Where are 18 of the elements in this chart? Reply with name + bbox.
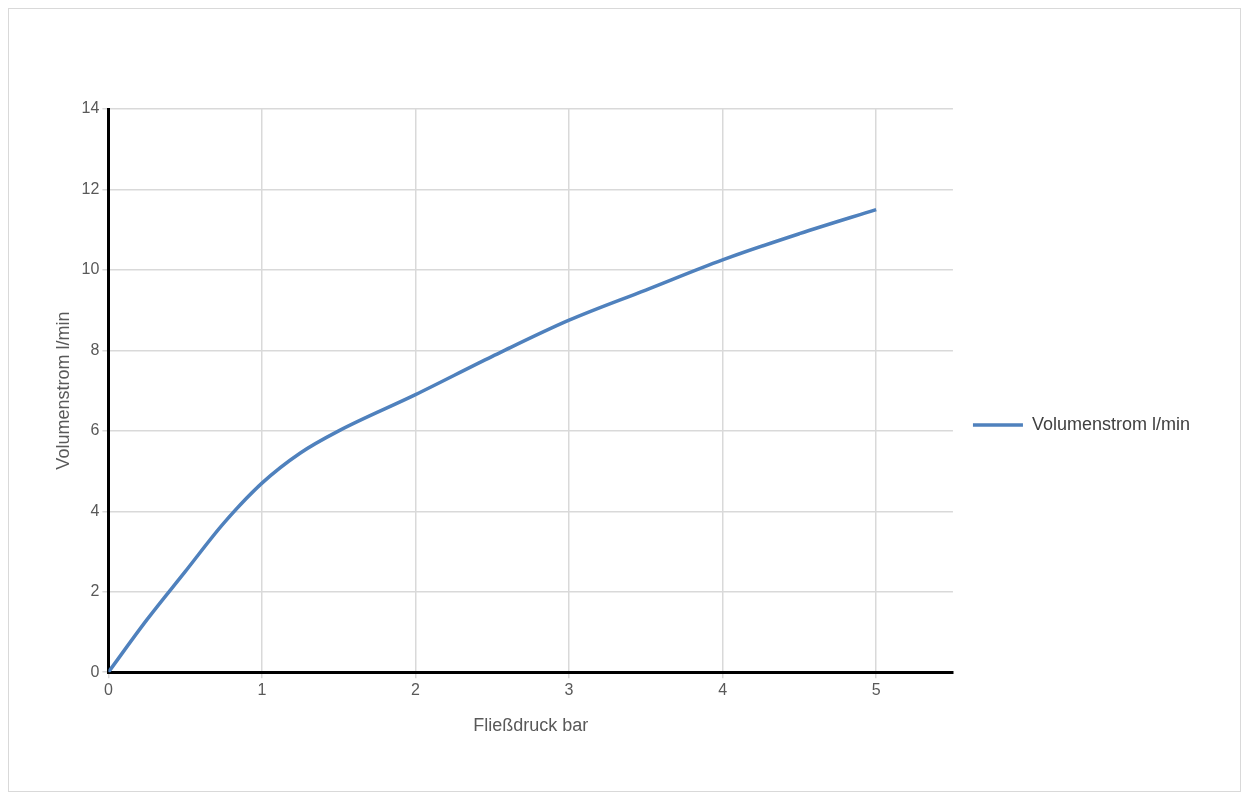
y-tick-label: 10 [81, 260, 100, 278]
x-tick-label: 5 [871, 681, 881, 699]
y-axis-title: Volumenstrom l/min [52, 311, 73, 470]
x-axis-title: Fließdruck bar [473, 715, 589, 736]
y-tick-label: 12 [81, 179, 100, 197]
y-tick-label: 8 [90, 340, 100, 358]
x-tick-label: 4 [718, 681, 728, 699]
y-tick-label: 14 [81, 99, 100, 117]
x-tick-label: 3 [564, 681, 574, 699]
x-tick-label: 2 [411, 681, 421, 699]
y-tick-label: 4 [90, 501, 100, 519]
y-tick-label: 2 [90, 582, 100, 600]
y-tick-label: 6 [90, 421, 100, 439]
x-tick-label: 0 [103, 681, 113, 699]
y-tick-label: 0 [90, 662, 100, 680]
line-series [108, 207, 878, 673]
legend-label: Volumenstrom l/min [1031, 413, 1191, 434]
x-tick-label: 1 [257, 681, 267, 699]
